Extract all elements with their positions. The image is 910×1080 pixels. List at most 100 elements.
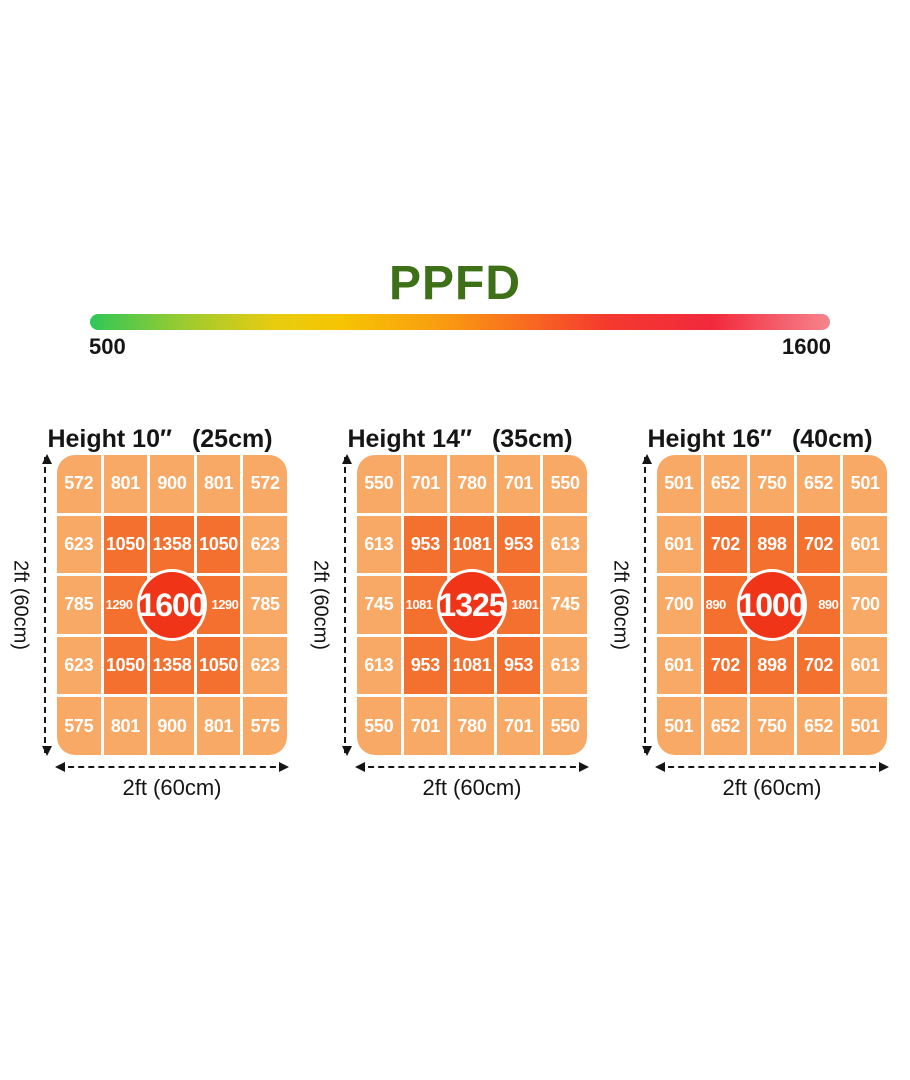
panel-height-14in: Height 14″ (35cm) 2ft (60cm) 1325 550 701…: [300, 425, 600, 825]
vertical-axis-label: 2ft (60cm): [309, 559, 332, 651]
grid-cell: 501: [843, 455, 887, 513]
grid-cell: 1050: [196, 515, 241, 574]
ppfd-grid: 1600 572 801 900 801 572 623 1050 1358 1050 623 78…: [57, 455, 287, 755]
grid-cell: 575: [243, 697, 287, 755]
grid-cell: 572: [243, 455, 287, 513]
center-value: 1325: [438, 586, 506, 623]
grid-cell: 613: [357, 515, 401, 574]
grid-cell: 900: [150, 455, 194, 513]
grid-cell: 700: [657, 576, 701, 634]
horizontal-axis-label: 2ft (60cm): [422, 775, 522, 800]
grid-cell: 601: [843, 515, 887, 574]
grid-cell: 701: [496, 455, 541, 513]
grid-cell: 501: [843, 697, 887, 755]
grid-cell: 801: [196, 455, 241, 513]
heatmap-panels: Height 10″ (25cm) 2ft (60cm) 1600 572 801…: [0, 425, 910, 825]
grid-cell: 780: [450, 455, 494, 513]
grid-cell: 745: [543, 576, 587, 634]
center-value-badge: 1600: [137, 569, 207, 641]
ppfd-grid: 1000 501 652 750 652 501 601 702 898 702 601 700 89…: [657, 455, 887, 755]
horizontal-dimension-arrow: [55, 762, 289, 772]
grid-cell: 700: [843, 576, 887, 634]
grid-cell: 953: [496, 636, 541, 695]
grid-cell: 750: [750, 455, 794, 513]
grid-cell: 550: [357, 455, 401, 513]
grid-cell: 801: [103, 455, 148, 513]
grid-cell: 652: [796, 455, 841, 513]
grid-cell: 623: [57, 515, 101, 574]
panel-title-cm: (40cm): [791, 425, 873, 453]
grid-cell: 898: [750, 636, 794, 695]
grid-cell: 1050: [196, 636, 241, 695]
grid-cell: 652: [796, 697, 841, 755]
grid-cell: 745: [357, 576, 401, 634]
vertical-dimension-arrow: [641, 454, 652, 756]
horizontal-axis-label: 2ft (60cm): [722, 775, 822, 800]
grid-cell: 801: [103, 697, 148, 755]
horizontal-dimension-arrow: [355, 762, 589, 772]
grid-cell: 623: [57, 636, 101, 695]
grid-cell: 613: [543, 515, 587, 574]
ppfd-gradient-legend-bar: [90, 314, 830, 330]
grid-cell: 702: [796, 636, 841, 695]
grid-cell: 750: [750, 697, 794, 755]
grid-cell: 501: [657, 455, 701, 513]
grid-cell: 623: [243, 515, 287, 574]
center-value-badge: 1000: [737, 569, 807, 641]
grid-cell: 953: [403, 636, 448, 695]
grid-cell: 1081: [450, 636, 494, 695]
panel-title-cm: (35cm): [491, 425, 573, 453]
grid-cell: 601: [657, 515, 701, 574]
panel-title: Height 10″ (25cm): [20, 425, 300, 455]
vertical-dimension-arrow: [41, 454, 52, 756]
grid-cell: 601: [657, 636, 701, 695]
vertical-axis-label: 2ft (60cm): [9, 559, 32, 651]
panel-title-inches: Height 16″: [647, 425, 772, 453]
panel-title: Height 14″ (35cm): [320, 425, 600, 455]
grid-cell: 701: [403, 455, 448, 513]
vertical-dimension-arrow: [341, 454, 352, 756]
center-value: 1000: [738, 586, 806, 623]
panel-title: Height 16″ (40cm): [620, 425, 900, 455]
grid-cell: 953: [403, 515, 448, 574]
vertical-axis-label: 2ft (60cm): [609, 559, 632, 651]
ppfd-grid: 1325 550 701 780 701 550 613 953 1081 953 613 745 1…: [357, 455, 587, 755]
grid-cell: 1290: [196, 576, 241, 634]
grid-cell: 1050: [103, 515, 148, 574]
grid-cell: 702: [703, 515, 748, 574]
grid-cell: 701: [496, 697, 541, 755]
grid-cell: 785: [243, 576, 287, 634]
page-title: PPFD: [388, 257, 521, 310]
grid-cell: 623: [243, 636, 287, 695]
grid-cell: 898: [750, 515, 794, 574]
grid-cell: 613: [543, 636, 587, 695]
grid-cell: 785: [57, 576, 101, 634]
grid-cell: 953: [496, 515, 541, 574]
grid-cell: 501: [657, 697, 701, 755]
panel-title-inches: Height 14″: [347, 425, 472, 453]
grid-cell: 900: [150, 697, 194, 755]
grid-cell: 1358: [150, 515, 194, 574]
horizontal-dimension-arrow: [655, 762, 889, 772]
grid-cell: 1358: [150, 636, 194, 695]
legend-min-value: 500: [89, 334, 126, 359]
center-value: 1600: [138, 586, 206, 623]
grid-cell: 652: [703, 697, 748, 755]
grid-cell: 550: [543, 455, 587, 513]
panel-height-16in: Height 16″ (40cm) 2ft (60cm) 1000 501 652…: [600, 425, 900, 825]
grid-cell: 1050: [103, 636, 148, 695]
panel-height-10in: Height 10″ (25cm) 2ft (60cm) 1600 572 801…: [0, 425, 300, 825]
grid-cell: 613: [357, 636, 401, 695]
grid-cell: 601: [843, 636, 887, 695]
grid-cell: 575: [57, 697, 101, 755]
grid-cell: 572: [57, 455, 101, 513]
grid-cell: 702: [703, 636, 748, 695]
grid-cell: 701: [403, 697, 448, 755]
legend-max-value: 1600: [782, 334, 831, 359]
grid-cell: 1081: [450, 515, 494, 574]
grid-cell: 702: [796, 515, 841, 574]
grid-cell: 652: [703, 455, 748, 513]
panel-title-inches: Height 10″: [47, 425, 172, 453]
panel-title-cm: (25cm): [191, 425, 273, 453]
